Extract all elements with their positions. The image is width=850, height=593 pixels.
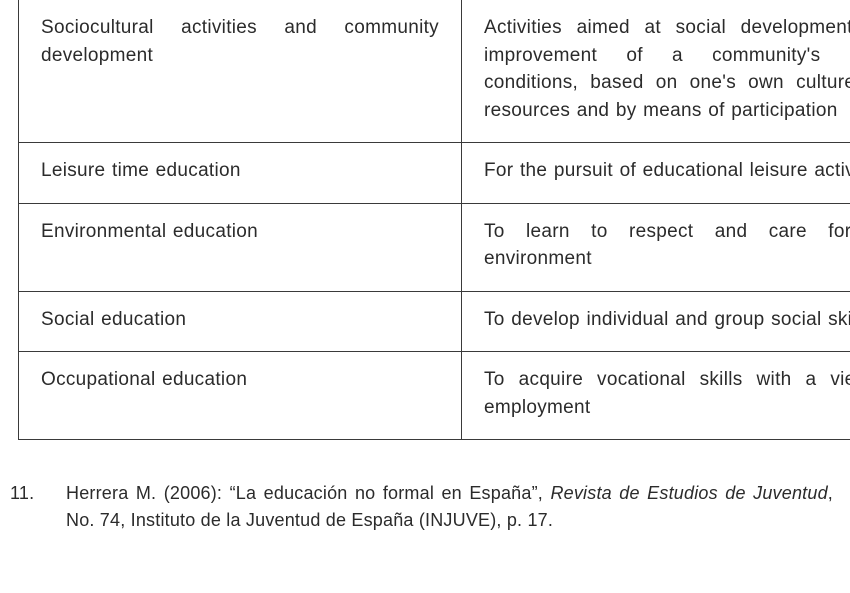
- term-cell: Sociocultural activities and community d…: [19, 0, 462, 143]
- term-cell: Environmental education: [19, 203, 462, 291]
- table-row: Occupational education To acquire vocati…: [19, 352, 850, 440]
- table-row: Social education To develop individual a…: [19, 291, 850, 352]
- definition-cell: For the pursuit of educational leisure a…: [462, 143, 850, 204]
- footnote-text-prefix: Herrera M. (2006): “La educación no form…: [66, 483, 550, 503]
- definition-cell: To acquire vocational skills with a view…: [462, 352, 850, 440]
- term-cell: Leisure time education: [19, 143, 462, 204]
- page: Sociocultural activities and community d…: [0, 0, 850, 593]
- footnote: 11.Herrera M. (2006): “La educación no f…: [38, 480, 833, 534]
- footnote-journal-title: Revista de Estudios de Juventud: [550, 483, 827, 503]
- term-cell: Social education: [19, 291, 462, 352]
- definitions-table: Sociocultural activities and community d…: [18, 0, 850, 440]
- definition-cell: To learn to respect and care for the env…: [462, 203, 850, 291]
- table-row: Leisure time education For the pursuit o…: [19, 143, 850, 204]
- term-cell: Occupational education: [19, 352, 462, 440]
- footnote-number: 11.: [38, 480, 66, 507]
- definition-cell: To develop individual and group social s…: [462, 291, 850, 352]
- definition-cell: Activities aimed at social development a…: [462, 0, 850, 143]
- table-row: Sociocultural activities and community d…: [19, 0, 850, 143]
- table-row: Environmental education To learn to resp…: [19, 203, 850, 291]
